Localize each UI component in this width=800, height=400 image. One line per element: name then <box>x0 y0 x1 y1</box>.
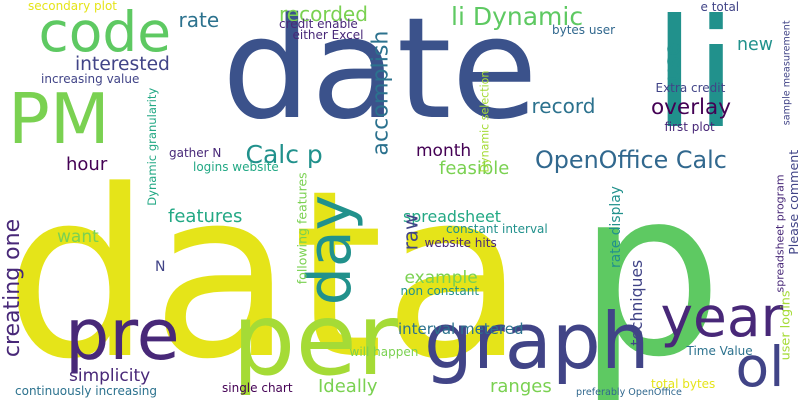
word-constant-interval: constant interval <box>446 222 548 236</box>
word-n: N <box>155 259 166 275</box>
word-p: p <box>577 141 723 400</box>
word-want: want <box>57 227 99 247</box>
word-rate-display: rate display <box>608 185 625 268</box>
word-e-total: e total <box>700 0 740 14</box>
word-feasible: feasible <box>439 158 510 179</box>
word-date: date <box>222 0 538 151</box>
word-pre: pre <box>65 294 180 376</box>
word-li-dynamic: li Dynamic <box>451 2 584 31</box>
word-will-happen: will happen <box>349 345 419 359</box>
word-hour: hour <box>66 154 108 175</box>
word-overlay: overlay <box>651 95 731 120</box>
word-please-comment: Please comment <box>785 149 800 255</box>
word-pm: PM <box>8 79 110 160</box>
word-sample-measurement: sample measurement <box>781 19 793 125</box>
word-graph: graph <box>424 297 650 387</box>
word-openoffice-calc: OpenOffice Calc <box>535 145 727 174</box>
word-either-excel: either Excel <box>292 28 364 42</box>
word-new: new <box>737 34 773 55</box>
word-ranges: ranges <box>490 376 552 397</box>
word-single-chart: single chart <box>222 381 293 395</box>
word-accomplish: accomplish <box>367 30 394 156</box>
word-interval-metered: interval metered <box>398 320 524 338</box>
word-interested: interested <box>75 53 170 75</box>
word-ol: ol <box>735 335 785 399</box>
word-year: year <box>660 285 784 349</box>
word-preferably-openoffice: preferably OpenOffice <box>576 387 682 398</box>
word-following-features: following features <box>294 171 310 284</box>
word-first-plot: first plot <box>664 120 715 134</box>
word-raw: raw <box>397 213 422 251</box>
word-month: month <box>416 141 472 161</box>
word-logins-website: logins website <box>193 160 279 174</box>
word-continuously-increasing: continuously increasing <box>15 384 157 398</box>
word-example: example <box>404 268 478 288</box>
word-increasing-value: increasing value <box>41 72 140 86</box>
word-credit-enable: credit enable <box>279 17 358 31</box>
word-user-logins: user logins <box>778 289 794 360</box>
word-ideally: Ideally <box>318 376 378 397</box>
word-time-value: Time Value <box>686 344 753 358</box>
word-calc-p: Calc p <box>245 140 323 169</box>
word-dynamic-selection: Dynamic selection <box>478 70 492 172</box>
word-record: record <box>531 94 596 118</box>
word-total-bytes: total bytes <box>651 377 716 391</box>
word-extra-credit: Extra credit <box>655 81 726 95</box>
word-use: use <box>659 42 685 82</box>
word-li: li <box>653 0 737 162</box>
word-spreadsheet-program: spreadsheet program <box>773 173 787 292</box>
word-techniques: techniques <box>628 259 647 346</box>
word-non-constant: non constant <box>400 284 480 298</box>
word-rate: rate <box>178 8 220 32</box>
word-code: code <box>38 0 172 64</box>
word-data: data <box>4 139 526 400</box>
word-spreadsheet: spreadsheet <box>403 207 501 226</box>
word-secondary-plot: secondary plot <box>28 0 117 13</box>
word-gather-n: gather N <box>169 146 222 160</box>
word-dynamic-granularity: Dynamic granularity <box>145 87 160 206</box>
word-per: per <box>232 281 399 398</box>
word-creating-one: creating one <box>0 218 26 358</box>
word-recorded: recorded <box>279 2 368 26</box>
word-bytes-user: bytes user <box>552 23 616 37</box>
word-website-hits: website hits <box>424 236 497 250</box>
word-features: features <box>168 206 243 227</box>
word-simplicity: simplicity <box>69 366 151 386</box>
